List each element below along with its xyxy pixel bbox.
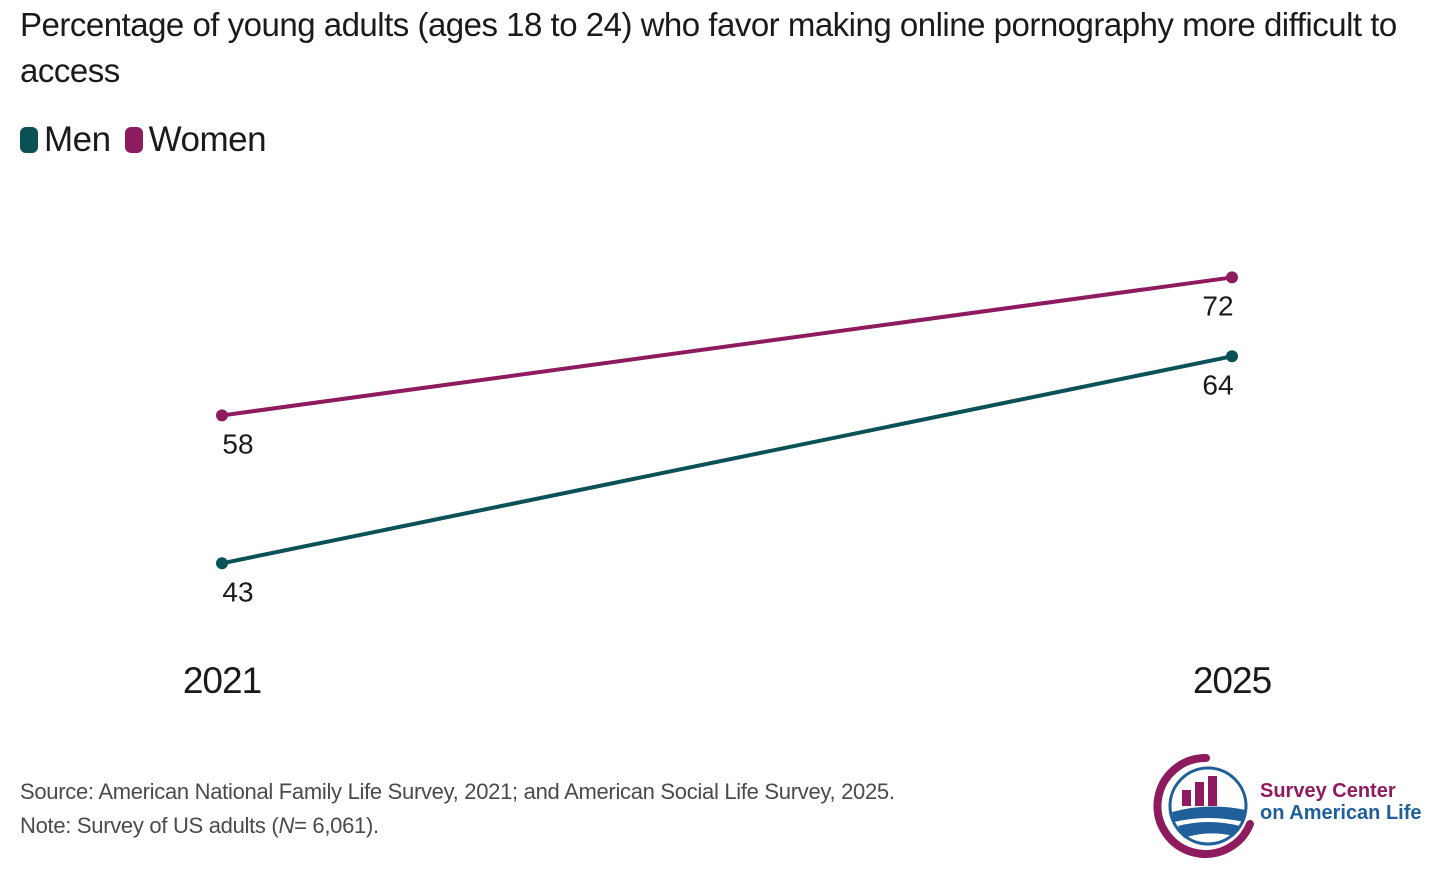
data-label-men-2025: 64 xyxy=(1202,369,1233,400)
data-point-men-2025 xyxy=(1226,350,1238,363)
survey-center-logo: Survey Center on American Life xyxy=(1150,752,1440,860)
sample-note: Note: Survey of US adults (N= 6,061). xyxy=(20,809,895,843)
series-line-men xyxy=(221,354,1233,566)
legend: Men Women xyxy=(20,120,280,160)
data-point-women-2025 xyxy=(1226,271,1238,284)
data-label-men-2021: 43 xyxy=(222,576,253,607)
data-label-women-2021: 58 xyxy=(222,428,253,459)
logo-text: Survey Center on American Life xyxy=(1260,780,1422,824)
legend-label-women: Women xyxy=(148,120,267,159)
x-tick-label-2021: 2021 xyxy=(183,660,261,701)
logo-line-1: Survey Center xyxy=(1260,780,1396,802)
sample-note-prefix: Note: Survey of US adults ( xyxy=(20,813,279,838)
x-tick-label-2025: 2025 xyxy=(1193,660,1272,701)
chart-title: Percentage of young adults (ages 18 to 2… xyxy=(20,6,1397,89)
footer: Source: American National Family Life Su… xyxy=(20,775,895,843)
data-label-women-2025: 72 xyxy=(1202,290,1233,321)
data-point-women-2021 xyxy=(216,409,228,422)
sample-note-n: N xyxy=(278,813,295,838)
legend-label-men: Men xyxy=(44,120,111,159)
legend-swatch-women xyxy=(124,127,143,153)
sample-note-suffix: = 6,061). xyxy=(294,813,379,838)
source-note: Source: American National Family Life Su… xyxy=(20,779,895,804)
line-chart: 43 64 58 72 2021 2025 xyxy=(183,271,1273,701)
legend-item-women: Women xyxy=(124,120,267,160)
logo-mark-icon xyxy=(1153,753,1254,858)
series-line-women xyxy=(221,275,1233,418)
legend-item-men: Men xyxy=(20,120,111,160)
legend-swatch-men xyxy=(20,127,38,153)
data-point-men-2021 xyxy=(216,557,228,570)
logo-line-2: on American Life xyxy=(1260,802,1422,824)
